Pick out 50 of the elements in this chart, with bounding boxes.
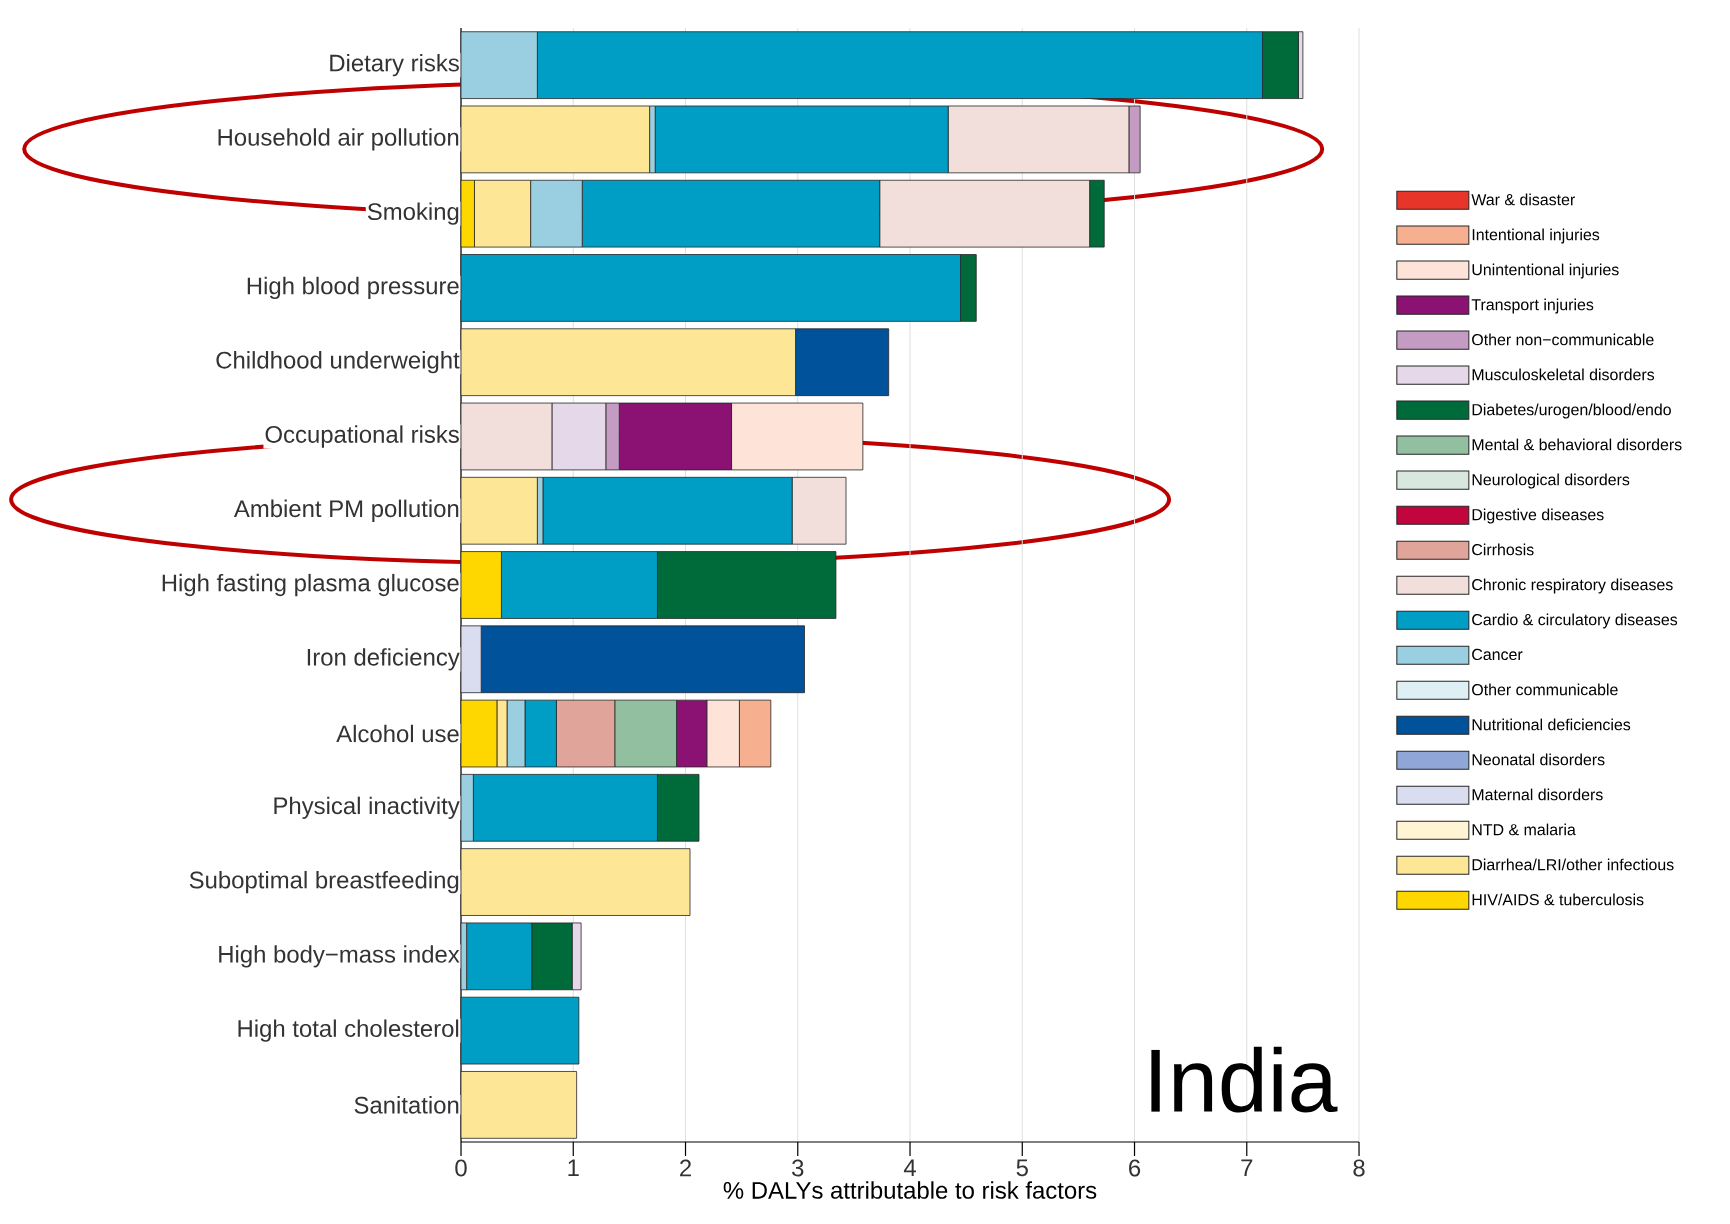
legend-label: Intentional injuries	[1472, 228, 1600, 244]
bar	[460, 1071, 578, 1139]
y-tick-label: Physical inactivity	[274, 796, 460, 819]
x-tick-label: 8	[1353, 1159, 1365, 1177]
y-tick-label: Sanitation	[354, 1096, 459, 1114]
legend-label: Other non−communicable	[1472, 333, 1654, 346]
x-tick-label: 6	[1129, 1159, 1141, 1177]
bar	[460, 848, 691, 916]
bar	[460, 996, 580, 1065]
legend-label: Diarrhea/LRI/other infectious	[1472, 858, 1674, 871]
legend-label: Other communicable	[1472, 683, 1618, 696]
legend-label: Diabetes/urogen/blood/endo	[1472, 403, 1671, 419]
legend-label: Musculoskeletal disorders	[1472, 368, 1655, 381]
legend-label: Transport injuries	[1471, 298, 1594, 314]
x-tick-label: 4	[903, 1159, 916, 1176]
x-tick-label: 7	[1241, 1159, 1253, 1176]
y-tick-label: High total cholesterol	[238, 1019, 459, 1042]
y-tick-label: Smoking	[367, 202, 459, 225]
legend-label: NTD & malaria	[1472, 823, 1576, 836]
x-tick-label: 5	[1016, 1159, 1028, 1177]
y-tick-label: High fasting plasma glucose	[162, 573, 459, 597]
legend-label: Nutritional deficiencies	[1472, 718, 1631, 731]
x-tick-label: 1	[568, 1159, 579, 1176]
legend-label: Cancer	[1472, 648, 1523, 661]
y-tick-label: High body−mass index	[219, 945, 460, 968]
y-tick-label: Alcohol use	[336, 724, 459, 743]
legend-label: Cardio & circulatory diseases	[1472, 613, 1678, 629]
legend-label: Maternal disorders	[1472, 788, 1603, 801]
y-tick-label: Suboptimal breastfeeding	[189, 870, 459, 894]
x-tick-label: 0	[455, 1159, 467, 1177]
legend-label: HIV/AIDS & tuberculosis	[1472, 893, 1644, 906]
y-tick-label: Childhood underweight	[216, 351, 460, 374]
y-tick-label: High blood pressure	[247, 276, 459, 300]
legend-label: Neurological disorders	[1472, 473, 1630, 489]
y-tick-label: Ambient PM pollution	[233, 499, 459, 522]
legend-label: Chronic respiratory diseases	[1472, 578, 1673, 594]
y-tick-label: Iron deficiency	[307, 648, 460, 671]
x-axis-title: % DALYs attributable to risk factors	[723, 1181, 1097, 1199]
legend-label: Cirrhosis	[1472, 543, 1534, 556]
legend-label: Digestive diseases	[1472, 508, 1604, 524]
legend-label: War & disaster	[1471, 193, 1575, 206]
x-tick-label: 3	[792, 1159, 804, 1177]
legend-label: Mental & behavioral disorders	[1472, 438, 1682, 451]
legend-label: Neonatal disorders	[1472, 753, 1605, 766]
y-tick-label: Dietary risks	[330, 54, 459, 77]
y-tick-label: Household air pollution	[218, 128, 459, 151]
legend-label: Unintentional injuries	[1472, 263, 1619, 279]
annotation: India	[1151, 1046, 1338, 1113]
x-tick-label: 2	[680, 1159, 691, 1177]
y-tick-label: Occupational risks	[265, 425, 459, 448]
